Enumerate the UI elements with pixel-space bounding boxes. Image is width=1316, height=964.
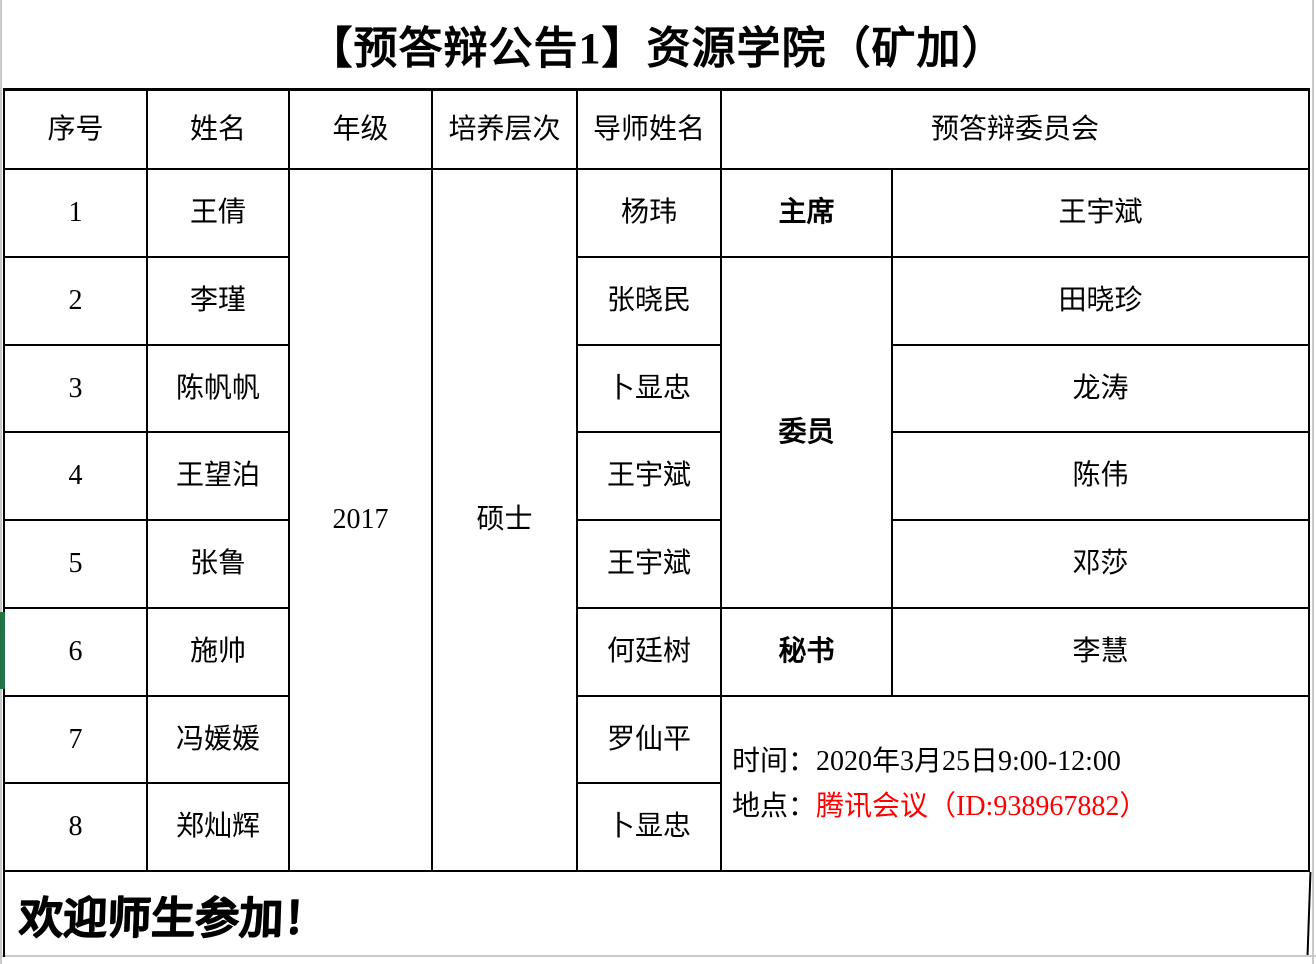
serial-cell: 2: [5, 258, 148, 346]
secretary-name-cell: 李慧: [893, 609, 1310, 697]
header-cell-level: 培养层次: [433, 91, 578, 170]
header-cell-name: 姓名: [148, 91, 290, 170]
student-name-cell: 施帅: [148, 609, 290, 697]
meeting-info-cell: 时间：2020年3月25日9:00-12:00 地点：腾讯会议（ID:93896…: [722, 697, 1310, 872]
header-cell-committee: 预答辩委员会: [722, 91, 1310, 170]
header-cell-no: 序号: [5, 91, 148, 170]
chair-name-cell: 王宇斌: [893, 170, 1310, 258]
student-name-cell: 陈帆帆: [148, 346, 290, 433]
student-name-cell: 郑灿辉: [148, 784, 290, 872]
advisor-cell: 罗仙平: [578, 697, 722, 784]
member-name-cell: 龙涛: [893, 346, 1310, 433]
grade-merged-cell: 2017: [290, 170, 433, 872]
serial-cell: 6: [5, 609, 148, 697]
page-title: 【预答辩公告1】资源学院（矿加）: [308, 24, 1007, 73]
student-name-cell: 张鲁: [148, 521, 290, 609]
header-cell-advisor: 导师姓名: [578, 91, 722, 170]
row-selection-indicator: [0, 612, 5, 689]
advisor-cell: 卜显忠: [578, 346, 722, 433]
place-value: 腾讯会议（ID:938967882）: [816, 790, 1148, 822]
chair-role-cell: 主席: [722, 170, 893, 258]
meeting-place-line: 地点：腾讯会议（ID:938967882）: [732, 784, 1147, 829]
student-name-cell: 王倩: [148, 170, 290, 258]
time-value: 2020年3月25日9:00-12:00: [816, 745, 1121, 777]
serial-cell: 3: [5, 346, 148, 433]
table-top-border: [3, 88, 1310, 91]
advisor-cell: 王宇斌: [578, 521, 722, 609]
right-screen-edge: [1312, 0, 1314, 964]
member-name-cell: 邓莎: [893, 521, 1310, 609]
time-label: 时间：: [732, 745, 817, 777]
member-role-cell: 委员: [722, 258, 893, 609]
advisor-cell: 王宇斌: [578, 433, 722, 521]
advisor-cell: 何廷树: [578, 609, 722, 697]
left-screen-edge: [0, 0, 2, 964]
place-label: 地点：: [732, 790, 817, 822]
secretary-role-cell: 秘书: [722, 609, 893, 697]
serial-cell: 7: [5, 697, 148, 784]
student-name-cell: 李瑾: [148, 258, 290, 346]
advisor-cell: 张晓民: [578, 258, 722, 346]
member-name-cell: 田晓珍: [893, 258, 1310, 346]
serial-cell: 8: [5, 784, 148, 872]
student-name-cell: 王望泊: [148, 433, 290, 521]
bottom-screen-edge: [0, 955, 1316, 957]
member-name-cell: 陈伟: [893, 433, 1310, 521]
meeting-time-line: 时间：2020年3月25日9:00-12:00: [732, 739, 1121, 784]
advisor-cell: 杨玮: [578, 170, 722, 258]
serial-cell: 5: [5, 521, 148, 609]
header-cell-grade: 年级: [290, 91, 433, 170]
serial-cell: 1: [5, 170, 148, 258]
level-merged-cell: 硕士: [433, 170, 578, 872]
student-name-cell: 冯媛媛: [148, 697, 290, 784]
welcome-banner: 欢迎师生参加！: [3, 872, 1312, 955]
table-left-border: [3, 88, 5, 957]
advisor-cell: 卜显忠: [578, 784, 722, 872]
serial-cell: 4: [5, 433, 148, 521]
